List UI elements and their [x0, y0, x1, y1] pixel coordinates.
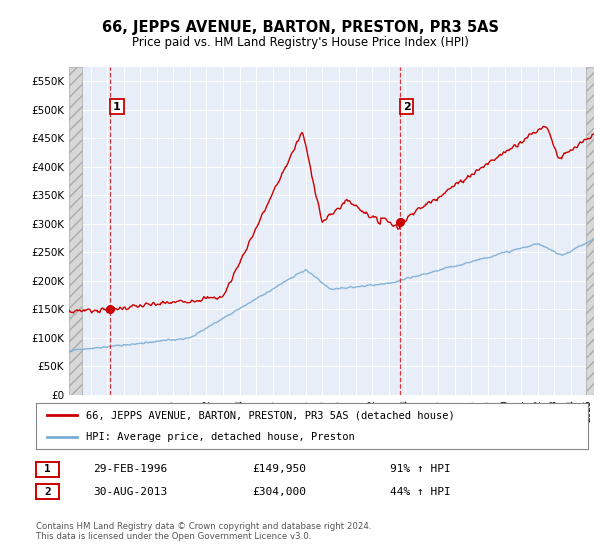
- Text: 1: 1: [113, 101, 121, 111]
- Text: 2: 2: [403, 101, 410, 111]
- Bar: [586, 67, 594, 395]
- Text: 91% ↑ HPI: 91% ↑ HPI: [390, 464, 451, 474]
- Text: HPI: Average price, detached house, Preston: HPI: Average price, detached house, Pres…: [86, 432, 355, 442]
- Text: Contains HM Land Registry data © Crown copyright and database right 2024.
This d: Contains HM Land Registry data © Crown c…: [36, 522, 371, 542]
- Text: £149,950: £149,950: [252, 464, 306, 474]
- Bar: [69, 67, 82, 395]
- Text: 66, JEPPS AVENUE, BARTON, PRESTON, PR3 5AS (detached house): 66, JEPPS AVENUE, BARTON, PRESTON, PR3 5…: [86, 410, 454, 420]
- Text: £304,000: £304,000: [252, 487, 306, 497]
- Text: 29-FEB-1996: 29-FEB-1996: [93, 464, 167, 474]
- Text: 30-AUG-2013: 30-AUG-2013: [93, 487, 167, 497]
- Text: Price paid vs. HM Land Registry's House Price Index (HPI): Price paid vs. HM Land Registry's House …: [131, 36, 469, 49]
- Text: 2: 2: [44, 487, 51, 497]
- Text: 1: 1: [44, 464, 51, 474]
- Text: 66, JEPPS AVENUE, BARTON, PRESTON, PR3 5AS: 66, JEPPS AVENUE, BARTON, PRESTON, PR3 5…: [101, 20, 499, 35]
- Text: 44% ↑ HPI: 44% ↑ HPI: [390, 487, 451, 497]
